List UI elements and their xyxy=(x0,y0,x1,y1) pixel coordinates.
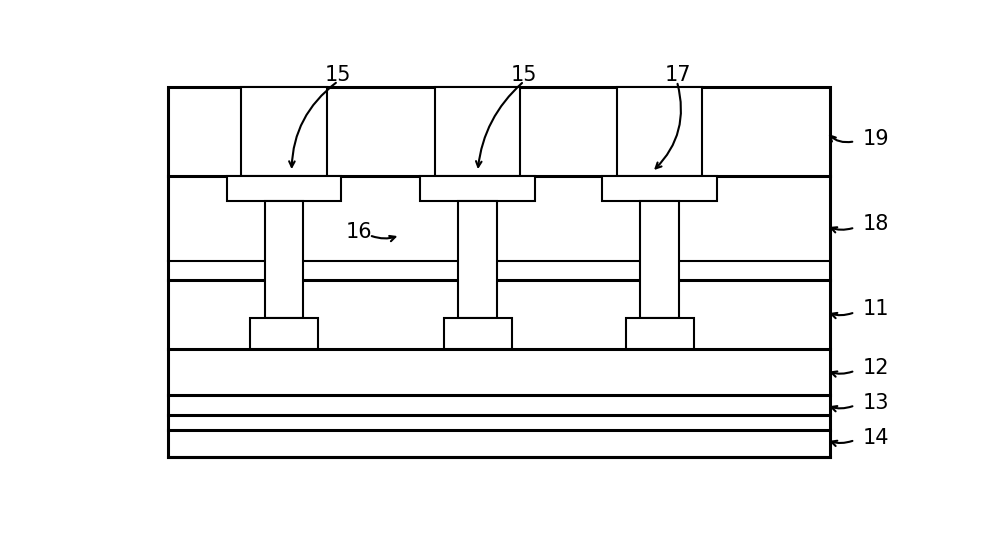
Bar xyxy=(168,87,830,457)
Text: 13: 13 xyxy=(863,393,889,413)
Bar xyxy=(227,176,341,201)
Text: 15: 15 xyxy=(511,65,537,85)
Text: 17: 17 xyxy=(665,65,692,85)
Bar xyxy=(444,318,512,349)
Bar xyxy=(602,176,717,201)
Bar xyxy=(241,87,326,176)
Bar xyxy=(458,201,497,318)
Text: 11: 11 xyxy=(863,299,889,319)
Text: 15: 15 xyxy=(325,65,351,85)
Bar xyxy=(435,87,520,176)
Text: 14: 14 xyxy=(863,427,889,448)
Text: 12: 12 xyxy=(863,358,889,378)
Bar xyxy=(617,87,702,176)
Bar xyxy=(640,201,679,318)
Bar xyxy=(250,318,318,349)
Text: 16: 16 xyxy=(346,222,372,242)
Text: 19: 19 xyxy=(863,129,889,149)
Bar xyxy=(264,201,303,318)
Text: 18: 18 xyxy=(863,215,889,234)
Bar xyxy=(626,318,694,349)
Bar xyxy=(420,176,535,201)
